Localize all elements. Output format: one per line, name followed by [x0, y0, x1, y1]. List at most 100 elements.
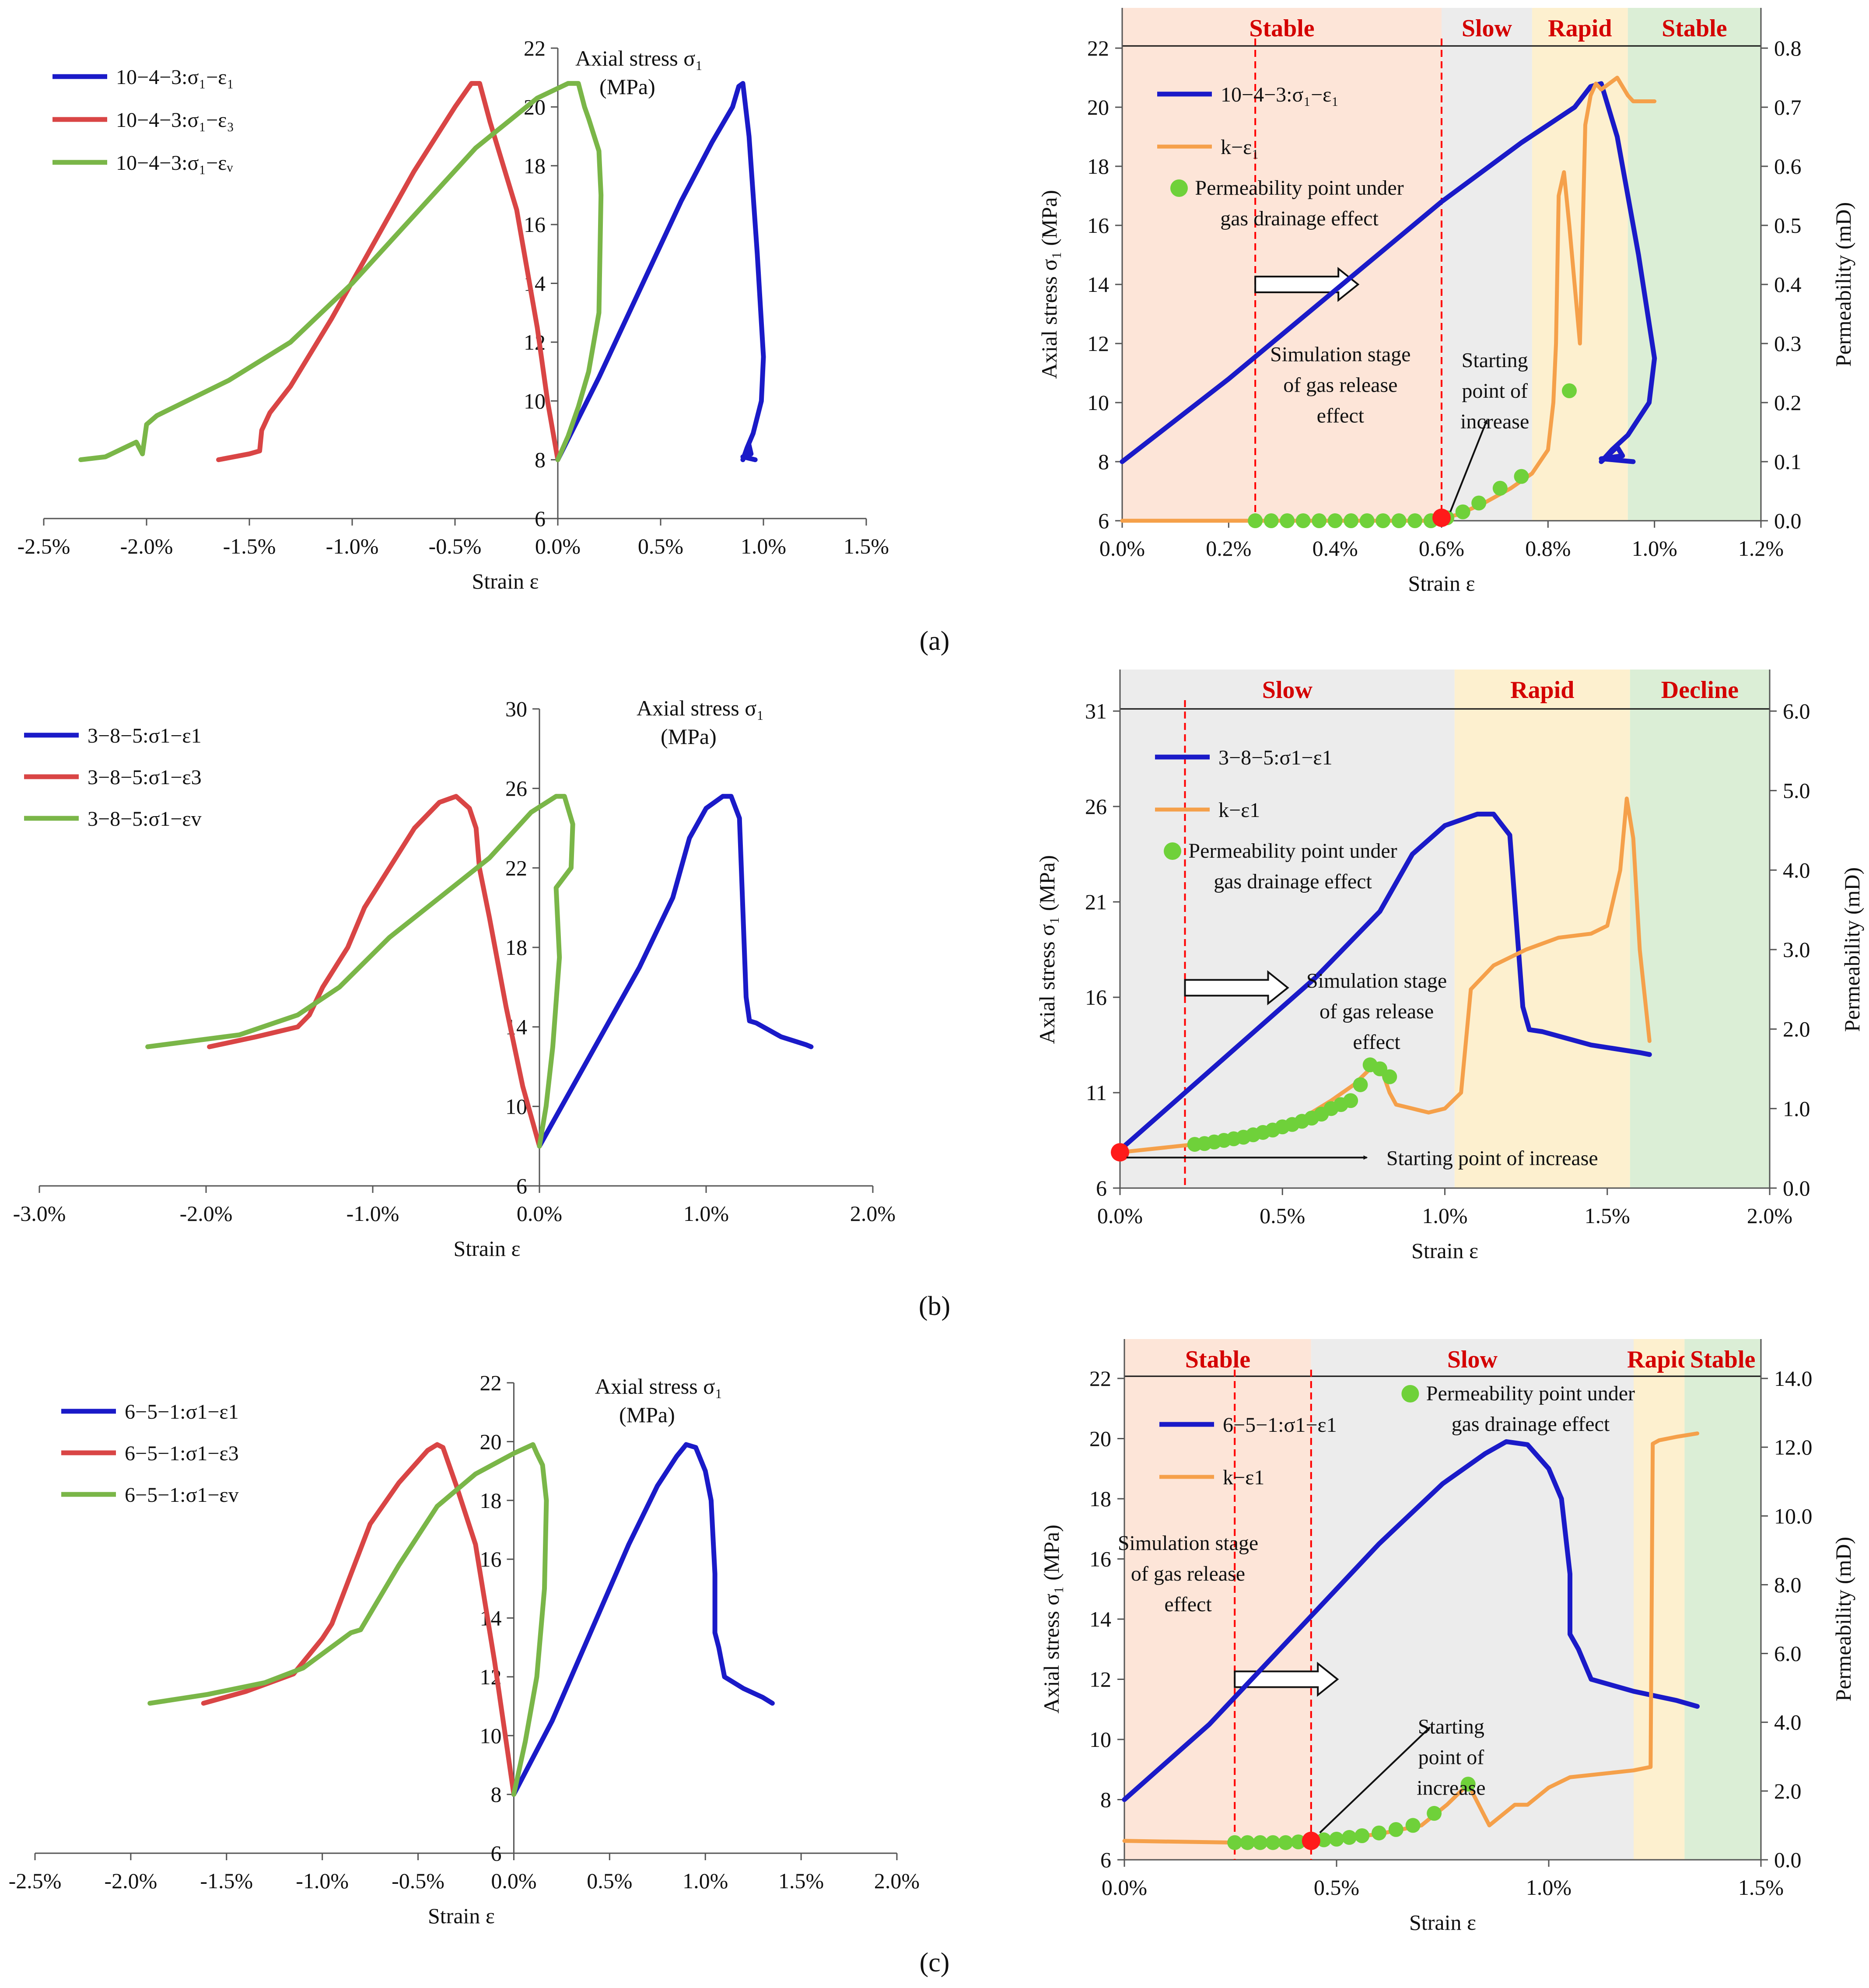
legend-label-perm: k−ε₁ — [1221, 136, 1259, 159]
permeability-point — [1382, 1069, 1397, 1084]
y2-tick-label: 0.2 — [1774, 390, 1802, 415]
y-tick-label: 6 — [490, 1841, 501, 1865]
legend-label-epsv: 3−8−5:σ1−εv — [88, 807, 202, 831]
starting-point-arrow — [1319, 1727, 1431, 1834]
permeability-point — [1354, 1828, 1370, 1843]
x-tick-label: 1.0% — [1422, 1203, 1467, 1228]
stage-label-stable: Stable — [1185, 1346, 1250, 1373]
y-tick-label: 8 — [535, 448, 546, 472]
stage-label-slow: Slow — [1262, 677, 1313, 704]
y2-axis-title: Permeability (mD) — [1840, 867, 1864, 1032]
y-axis-title-line1: Axial stress σ₁ — [595, 1374, 723, 1399]
legend-label-eps3: 10−4−3:σ₁−ε₃ — [116, 109, 234, 132]
permeability-point — [1376, 513, 1391, 528]
y2-tick-label: 10.0 — [1774, 1504, 1813, 1528]
stage-label-slow: Slow — [1447, 1346, 1498, 1373]
starting-note-line: Starting — [1462, 349, 1528, 372]
y-tick-label: 14 — [1087, 272, 1109, 297]
y2-tick-label: 2.0 — [1774, 1779, 1802, 1803]
y-tick-label: 18 — [1087, 154, 1109, 179]
series-line-eps3 — [207, 794, 542, 1149]
y-tick-label: 10 — [480, 1723, 501, 1748]
x-tick-label: 0.2% — [1206, 536, 1251, 561]
x-tick-label: 1.5% — [844, 534, 889, 558]
x-tick-label: 1.5% — [778, 1869, 824, 1893]
x-tick-label: -2.0% — [120, 534, 173, 558]
y-axis-title-line1: Axial stress σ₁ — [637, 696, 764, 720]
legend-label-eps1: 6−5−1:σ1−ε1 — [1223, 1413, 1337, 1437]
starting-note-line: increase — [1460, 410, 1529, 433]
series-line-epsv — [145, 794, 575, 1149]
y2-tick-label: 2.0 — [1783, 1017, 1810, 1041]
y2-tick-label: 0.0 — [1774, 1848, 1802, 1872]
y-tick-label: 26 — [1085, 794, 1107, 819]
point-legend-line2: gas drainage effect — [1220, 207, 1379, 230]
y-tick-label: 6 — [535, 506, 546, 531]
y-tick-label: 18 — [505, 935, 527, 960]
starting-point-marker — [1432, 508, 1451, 527]
x-tick-label: -2.5% — [9, 1869, 62, 1893]
stage-label-stable: Stable — [1662, 15, 1727, 42]
y2-tick-label: 0.6 — [1774, 154, 1802, 179]
x-tick-label: -1.0% — [346, 1201, 399, 1226]
permeability-point — [1460, 1777, 1476, 1792]
y-tick-label: 10 — [1087, 390, 1109, 415]
legend-label-eps1: 10−4−3:σ₁−ε₁ — [1221, 83, 1339, 106]
y2-axis-title: Permeability (mD) — [1831, 1537, 1855, 1701]
simulation-note-line: of gas release — [1320, 1000, 1434, 1023]
y-tick-label: 16 — [1085, 985, 1107, 1010]
simulation-arrow — [1184, 970, 1289, 1006]
y-tick-label: 21 — [1085, 890, 1107, 914]
permeability-point — [1455, 504, 1470, 519]
y-tick-label: 6 — [1096, 1176, 1107, 1200]
x-axis-title: Strain ε — [1409, 1910, 1476, 1935]
stage-label-rapid: Rapid — [1510, 677, 1574, 704]
x-tick-label: -1.0% — [326, 534, 379, 558]
stage-label-rapid: Rapid — [1548, 15, 1612, 42]
starting-note-line: point of — [1462, 379, 1528, 403]
permeability-point — [1514, 469, 1529, 484]
x-axis-title: Strain ε — [1408, 571, 1475, 596]
x-tick-label: 0.0% — [1099, 536, 1145, 561]
simulation-note-line: effect — [1164, 1593, 1212, 1616]
y-tick-label: 26 — [505, 776, 527, 801]
x-tick-label: 1.0% — [682, 1869, 728, 1893]
y2-tick-label: 12.0 — [1774, 1435, 1813, 1459]
permeability-point — [1562, 383, 1577, 398]
caption-a: (a) — [920, 626, 950, 656]
starting-note-line: Starting point of increase — [1386, 1147, 1598, 1170]
y2-tick-label: 4.0 — [1774, 1710, 1802, 1735]
caption-c: (c) — [920, 1948, 950, 1977]
permeability-point — [1265, 1835, 1281, 1850]
stage-band-stable — [1684, 1339, 1761, 1860]
x-tick-label: 0.8% — [1525, 536, 1571, 561]
series-line-epsv — [147, 1442, 549, 1797]
permeability-point — [1372, 1825, 1386, 1841]
y-tick-label: 16 — [1087, 213, 1109, 238]
permeability-point — [1264, 513, 1279, 528]
stage-band-rapid — [1634, 1339, 1685, 1860]
simulation-note-line: Simulation stage — [1270, 343, 1410, 366]
x-tick-label: 1.5% — [1738, 1875, 1784, 1900]
chart-a-right: Stable Slow Rapid Stable 0.0% 0.2% 0.4% 0.6% 0.8… — [1037, 8, 1855, 596]
permeability-point — [1253, 1835, 1268, 1850]
y-tick-label: 11 — [1086, 1080, 1107, 1105]
legend-label-eps1: 6−5−1:σ1−ε1 — [125, 1400, 239, 1424]
y2-axis-title: Permeability (mD) — [1831, 202, 1855, 367]
y-tick-label: 31 — [1085, 699, 1107, 723]
simulation-note-line: of gas release — [1283, 374, 1397, 397]
x-tick-label: -1.0% — [296, 1869, 349, 1893]
x-tick-label: 2.0% — [850, 1201, 896, 1226]
stage-label-decline: Decline — [1661, 677, 1739, 704]
simulation-note-line: of gas release — [1131, 1562, 1245, 1585]
x-tick-label: -2.5% — [18, 534, 70, 558]
legend-label-eps3: 6−5−1:σ1−ε3 — [125, 1442, 239, 1465]
y-tick-label: 16 — [480, 1547, 501, 1571]
y-tick-label: 20 — [480, 1429, 501, 1454]
series-line-eps1 — [1117, 811, 1652, 1153]
x-axis-title: Strain ε — [454, 1236, 521, 1261]
y-tick-label: 18 — [1089, 1487, 1111, 1511]
x-tick-label: -3.0% — [13, 1201, 66, 1226]
y-axis-title-line2: (MPa) — [661, 724, 717, 749]
